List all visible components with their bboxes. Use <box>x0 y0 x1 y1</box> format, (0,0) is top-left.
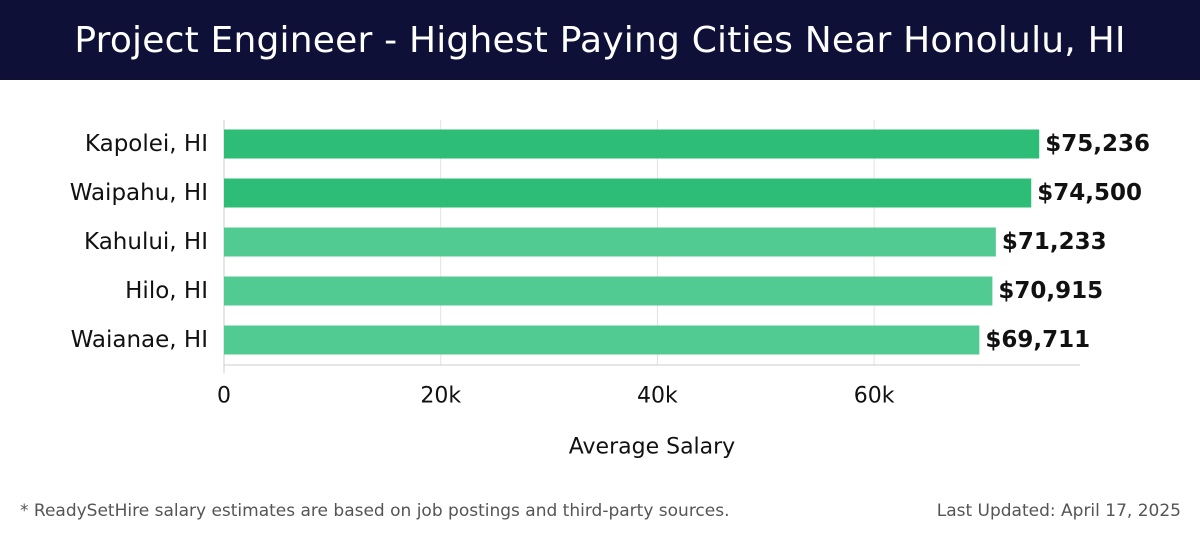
value-label: $75,236 <box>1045 131 1150 157</box>
value-label: $70,915 <box>998 278 1103 304</box>
category-label: Kahului, HI <box>84 229 208 255</box>
category-label: Kapolei, HI <box>85 131 208 157</box>
bar <box>224 325 980 355</box>
salary-bar-chart: Kapolei, HI $75,236 Waipahu, HI $74,500 Kahu… <box>70 120 1150 460</box>
value-label: $71,233 <box>1002 229 1107 255</box>
value-label: $69,711 <box>985 327 1090 353</box>
category-label: Waipahu, HI <box>70 180 208 206</box>
bar <box>224 276 993 306</box>
x-tick-label: 0 <box>217 384 231 409</box>
footer-note: * ReadySetHire salary estimates are base… <box>20 501 730 521</box>
header-bar: Project Engineer - Highest Paying Cities… <box>0 0 1200 80</box>
x-tick-label: 60k <box>854 384 895 409</box>
value-label: $74,500 <box>1037 180 1142 206</box>
x-tick-label: 20k <box>420 384 461 409</box>
last-updated: Last Updated: April 17, 2025 <box>936 501 1181 521</box>
bar <box>224 178 1032 208</box>
category-label: Waianae, HI <box>71 327 208 353</box>
x-axis-title: Average Salary <box>569 435 735 460</box>
bar <box>224 129 1040 159</box>
bar <box>224 227 996 257</box>
x-tick-label: 40k <box>637 384 678 409</box>
page-title: Project Engineer - Highest Paying Cities… <box>74 19 1126 61</box>
category-label: Hilo, HI <box>125 278 208 304</box>
